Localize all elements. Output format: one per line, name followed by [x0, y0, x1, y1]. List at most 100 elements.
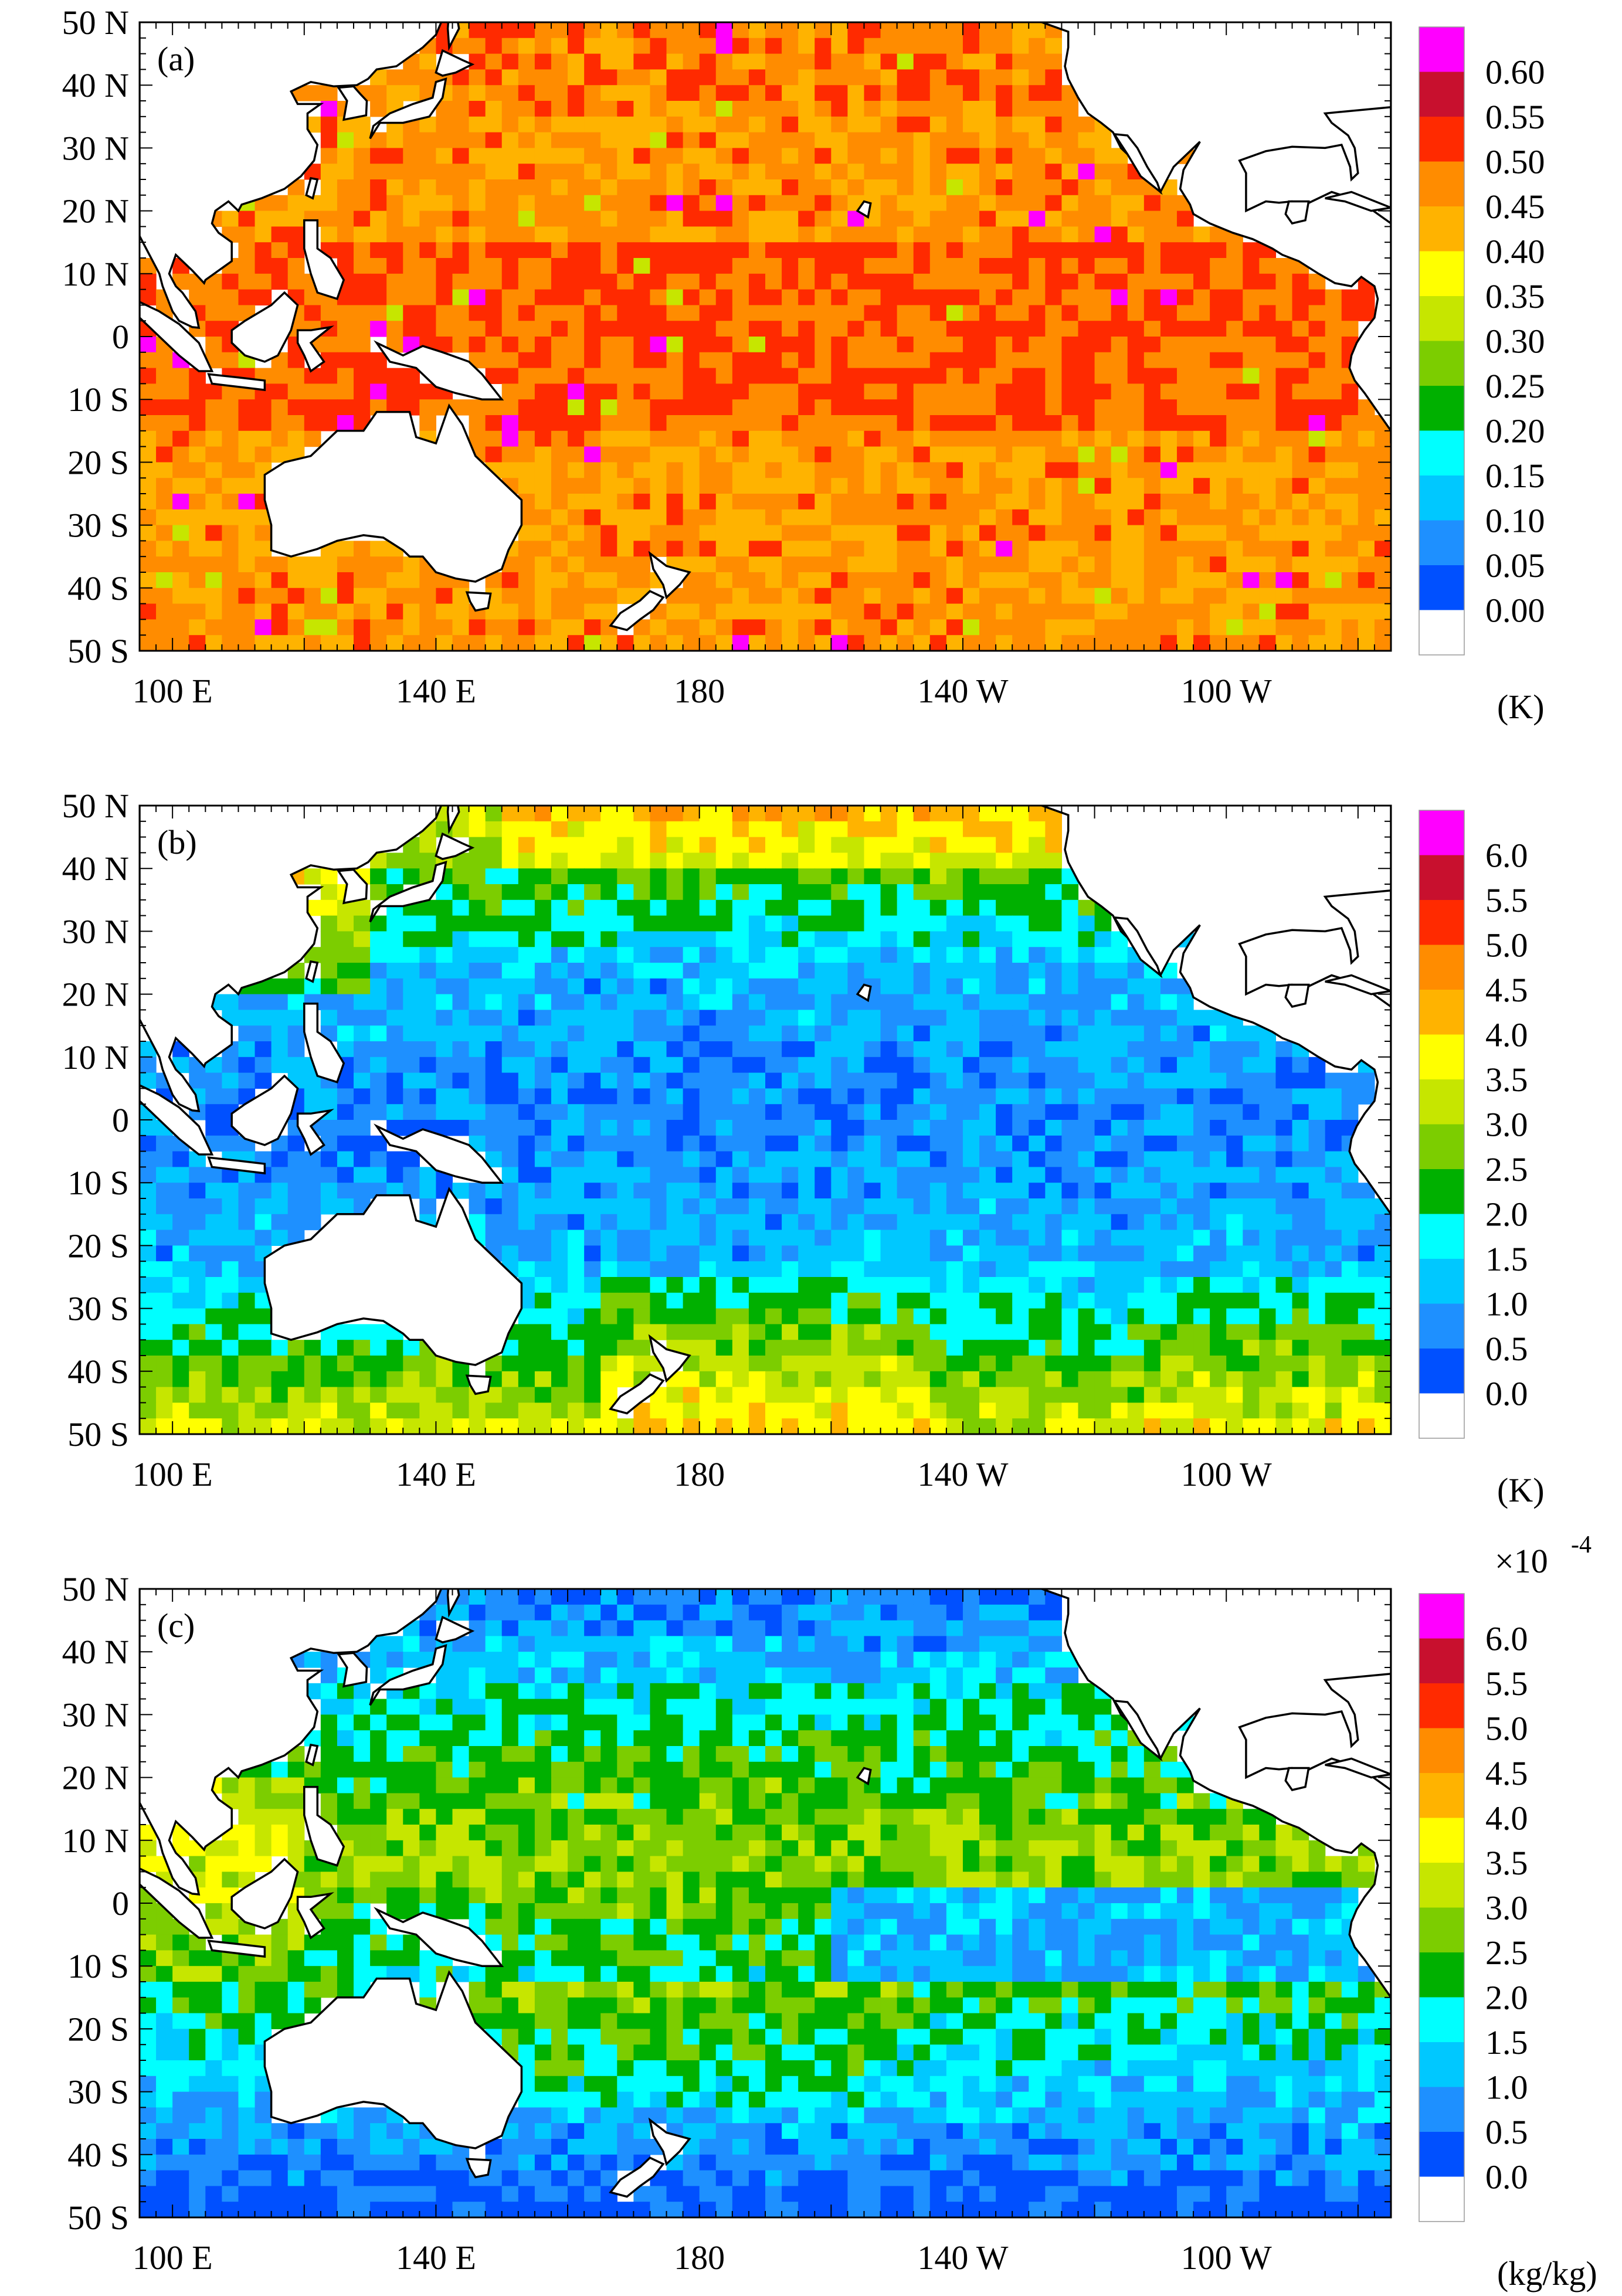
coast-taiwan [305, 960, 319, 983]
coast-cuba [1325, 1757, 1391, 1779]
unit-label: (kg/kg) [1497, 2254, 1597, 2292]
colorbar-tick-label: 0.00 [1485, 592, 1545, 630]
colorbar-swatch [1419, 520, 1464, 566]
y-tick-label: 10 N [62, 1038, 129, 1076]
y-tick-label: 30 S [67, 507, 129, 545]
coast-java [207, 1156, 266, 1175]
y-tick-label: 30 N [62, 129, 129, 167]
coast-sulawesi [296, 1892, 335, 1940]
coast-sumatra [140, 1084, 214, 1156]
x-tick-label: 100 W [1181, 2239, 1272, 2277]
coast-namerica [1040, 806, 1391, 1227]
coast-nz_south [609, 590, 665, 631]
colorbar-tick-label: 6.0 [1485, 837, 1528, 875]
colorbar-swatch [1419, 1683, 1464, 1728]
colorbar-tick-label: 0.5 [1485, 2113, 1528, 2151]
colorbar-tick-label: 0.0 [1485, 2158, 1528, 2196]
y-tick-label: 20 N [62, 1759, 129, 1797]
coast-australia [263, 1970, 523, 2149]
coast-japan [369, 1643, 447, 1706]
x-tick-label: 140 W [917, 2239, 1008, 2277]
colorbar: 6.0 5.5 5.0 4.5 4.0 3.5 3.0 2.5 2.0 1.5 1.0 0.5 0.0 [1419, 810, 1528, 1439]
colorbar-tick-label: 0.30 [1485, 322, 1545, 361]
coast-nz_north [648, 2117, 691, 2166]
colorbar-swatch [1419, 206, 1464, 252]
coast-korea [337, 85, 368, 121]
colorbar-swatch [1419, 855, 1464, 901]
scale-factor: ×10 [1495, 1542, 1548, 1580]
y-tick-label: 50 N [62, 4, 129, 42]
tick-marks [139, 1588, 1392, 2218]
colorbar-tick-label: 5.5 [1485, 881, 1528, 919]
x-tick-label: 100 E [133, 672, 213, 710]
x-tick-label: 100 E [133, 1455, 213, 1493]
coast-hawaii [856, 200, 872, 219]
colorbar-swatch [1419, 1863, 1464, 1908]
y-tick-label: 30 N [62, 912, 129, 950]
colorbar-swatch [1419, 1594, 1464, 1639]
coast-japan [369, 77, 447, 140]
y-tick-label: 50 N [62, 787, 129, 825]
panel-b: 50 N 40 N 30 N 20 N 10 N 0 10 S 20 S 30 S 40 S 50 … [62, 787, 1545, 1509]
coast-baja [1112, 916, 1163, 979]
coast-tasmania [465, 591, 492, 612]
y-tick-label: 0 [112, 318, 129, 356]
panel-label: (c) [157, 1606, 195, 1645]
colorbar-swatch [1419, 1259, 1464, 1304]
unit-label: (K) [1497, 1471, 1545, 1509]
colorbar-tick-label: 0.05 [1485, 546, 1545, 585]
colorbar-tick-label: 0.35 [1485, 277, 1545, 315]
tick-marks [139, 805, 1392, 1435]
colorbar-tick-label: 4.0 [1485, 1016, 1528, 1054]
colorbar-tick-label: 1.0 [1485, 2069, 1528, 2107]
coast-japan [369, 860, 447, 923]
colorbar-tick-label: 5.0 [1485, 926, 1528, 964]
coast-philippines [303, 219, 345, 300]
coast-newguinea [374, 1123, 504, 1184]
colorbar-tick-label: 5.5 [1485, 1665, 1528, 1703]
panel-a: 50 N 40 N 30 N 20 N 10 N 0 10 S 20 S 30 S 40 S 50 … [62, 4, 1545, 726]
colorbar-tick-label: 5.0 [1485, 1710, 1528, 1748]
colorbar-swatch [1419, 2042, 1464, 2087]
y-tick-label: 40 N [62, 66, 129, 104]
coast-borneo [230, 1074, 299, 1146]
colorbar-tick-label: 0.5 [1485, 1330, 1528, 1368]
coast-newguinea [374, 1907, 504, 1967]
colorbar-swatch [1419, 810, 1464, 855]
y-tick-label: 50 S [67, 2199, 129, 2237]
y-tick-label: 40 S [67, 569, 129, 607]
panel-label: (a) [157, 40, 195, 78]
colorbar-tick-label: 4.0 [1485, 1799, 1528, 1838]
coast-baja [1112, 1699, 1163, 1762]
y-tick-label: 50 S [67, 1415, 129, 1453]
x-tick-label: 100 E [133, 2239, 213, 2277]
colorbar-swatch [1419, 900, 1464, 945]
coast-sakhalin [446, 1589, 460, 1618]
coast-sulawesi [296, 1109, 335, 1156]
coast-asia [140, 1589, 443, 1896]
colorbar-tick-label: 2.5 [1485, 1934, 1528, 1972]
colorbar-swatch [1419, 430, 1464, 476]
colorbar-swatch [1419, 251, 1464, 297]
coast-australia [263, 403, 523, 583]
y-tick-label: 10 S [67, 1164, 129, 1202]
y-tick-label: 20 N [62, 192, 129, 230]
colorbar-tick-label: 2.5 [1485, 1150, 1528, 1188]
colorbar-swatch [1419, 117, 1464, 162]
colorbar-swatch [1419, 1349, 1464, 1394]
colorbar-tick-label: 3.0 [1485, 1889, 1528, 1927]
y-tick-label: 30 N [62, 1696, 129, 1734]
colorbar-tick-label: 0.20 [1485, 412, 1545, 450]
colorbar-tick-label: 2.0 [1485, 1979, 1528, 2017]
colorbar-swatch [1419, 610, 1464, 655]
colorbar-swatch [1419, 161, 1464, 207]
unit-label: (K) [1497, 688, 1545, 726]
colorbar-swatch [1419, 72, 1464, 117]
y-tick-label: 40 N [62, 1633, 129, 1671]
coast-taiwan [305, 176, 319, 200]
x-tick-label: 140 E [396, 1455, 476, 1493]
y-tick-label: 50 S [67, 632, 129, 670]
coast-hokkaido [435, 49, 475, 77]
colorbar-swatch [1419, 1638, 1464, 1684]
